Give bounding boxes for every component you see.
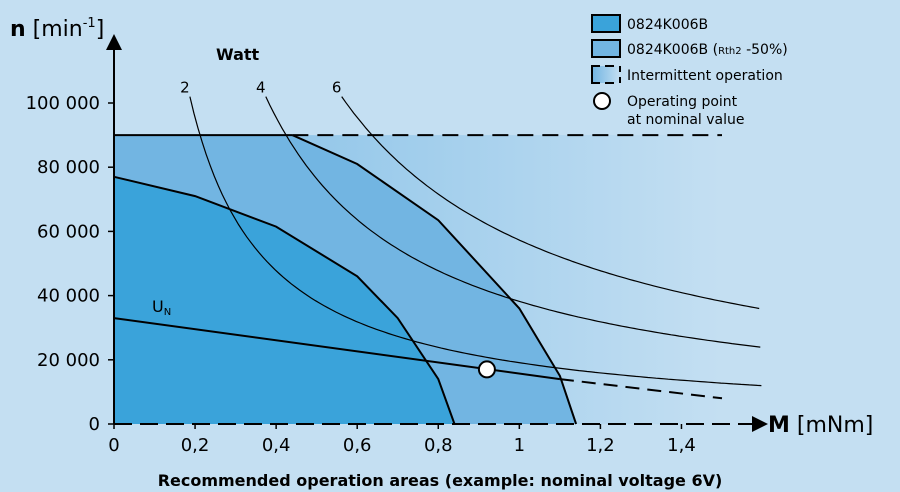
x-tick-label: 1 [514, 435, 525, 456]
legend-swatch-reduced [591, 39, 621, 58]
x-tick-label: 1,2 [586, 435, 615, 456]
power-hyperbola-label: 6 [332, 79, 342, 97]
legend-label-operating-point-2: at nominal value [627, 112, 745, 128]
x-tick-label: 1,4 [667, 435, 696, 456]
un-label: UN [152, 297, 171, 318]
power-hyperbola-2 [189, 96, 762, 387]
x-tick-label: 0,2 [181, 435, 210, 456]
legend-swatch-intermittent-border [591, 65, 621, 84]
power-hyperbolas: 2 4 6 [180, 79, 762, 387]
operating-point-marker [477, 360, 496, 379]
reduced-boundary-line [291, 134, 578, 425]
power-hyperbola-4 [265, 96, 761, 348]
y-tick-label: 100 000 [26, 93, 100, 114]
x-ticks: 0 0,2 0,4 0,6 0,8 1 1,2 1,4 [108, 424, 696, 456]
y-axis-title: n [min-1] [10, 16, 104, 42]
legend-label-reduced: 0824K006B (Rth2 -50%) [627, 42, 788, 58]
legend-label-intermittent: Intermittent operation [627, 68, 783, 84]
x-axis-title: M [mNm] [768, 413, 873, 438]
chart-title: Recommended operation areas (example: no… [158, 471, 723, 490]
y-tick-label: 60 000 [37, 221, 100, 242]
y-tick-label: 20 000 [37, 350, 100, 371]
y-tick-label: 80 000 [37, 157, 100, 178]
x-tick-label: 0,4 [262, 435, 291, 456]
legend-operating-point-marker [593, 92, 611, 110]
y-ticks: 0 20 000 40 000 60 000 80 000 100 000 [26, 93, 114, 435]
y-tick-label: 40 000 [37, 286, 100, 307]
x-tick-label: 0,8 [424, 435, 453, 456]
legend: 0824K006B 0824K006B (Rth2 -50%) Intermit… [591, 14, 788, 128]
x-tick-label: 0,6 [343, 435, 372, 456]
continuous-boundary-line [113, 175, 456, 425]
legend-swatch-intermittent [592, 66, 620, 83]
x-tick-label: 0 [108, 435, 119, 456]
nominal-voltage-dashed-line [559, 378, 723, 400]
continuous-area [114, 176, 455, 424]
legend-swatch-continuous [591, 14, 621, 33]
legend-label-continuous: 0824K006B [627, 17, 708, 33]
legend-label-operating-point-1: Operating point [627, 94, 738, 110]
operation-areas [114, 135, 722, 424]
power-hyperbola-label: 4 [256, 79, 266, 97]
power-hyperbola-6 [341, 96, 760, 310]
power-hyperbola-label: 2 [180, 79, 190, 97]
watt-label: Watt [216, 45, 260, 64]
y-tick-label: 0 [89, 414, 100, 435]
